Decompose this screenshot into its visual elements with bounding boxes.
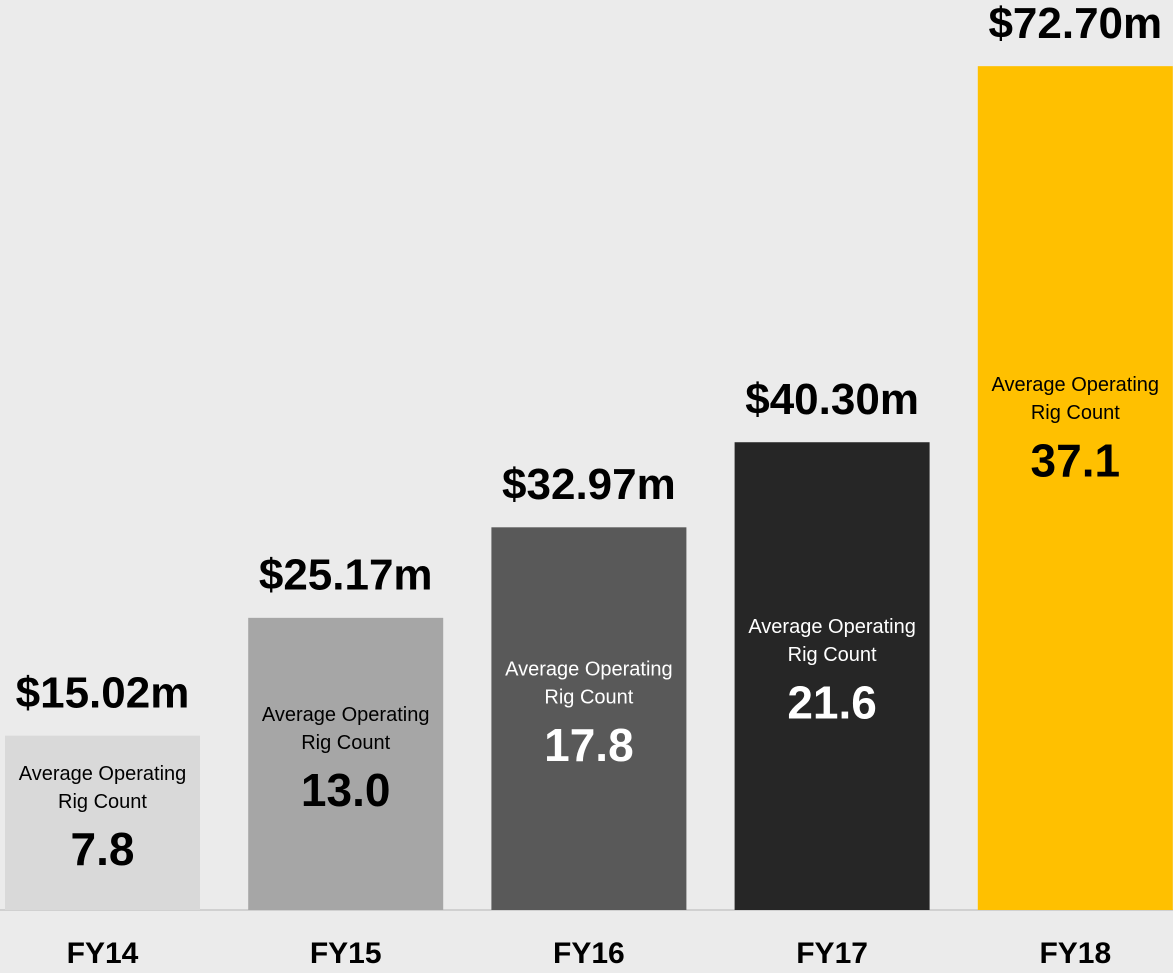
x-tick-label: FY18 xyxy=(1039,937,1111,970)
inner-label-line: Average Operating xyxy=(19,763,187,785)
inner-label-line: Rig Count xyxy=(788,644,877,666)
inner-label-line: Rig Count xyxy=(58,791,147,813)
rig-count: 37.1 xyxy=(1031,434,1121,486)
x-tick-label: FY15 xyxy=(310,937,382,970)
value-label: $40.30m xyxy=(745,375,919,424)
bar xyxy=(248,617,444,910)
x-tick-label: FY17 xyxy=(796,937,868,970)
bar xyxy=(491,527,687,910)
rig-count: 17.8 xyxy=(544,719,634,771)
value-label: $32.97m xyxy=(502,460,676,509)
rig-count: 7.8 xyxy=(71,823,135,875)
value-label: $15.02m xyxy=(16,668,190,717)
value-label: $25.17m xyxy=(259,550,433,599)
bar xyxy=(734,442,930,910)
inner-label: Average Operating Rig Count xyxy=(748,616,916,666)
x-tick-label: FY14 xyxy=(67,937,139,970)
rig-count: 13.0 xyxy=(301,764,391,816)
x-tick-label: FY16 xyxy=(553,937,625,970)
bar xyxy=(5,735,200,910)
value-label: $72.70m xyxy=(988,0,1162,48)
inner-label-line: Rig Count xyxy=(301,732,390,754)
bar xyxy=(977,66,1173,911)
inner-label-line: Rig Count xyxy=(544,687,633,709)
inner-label-line: Average Operating xyxy=(505,659,673,681)
inner-label: Average Operating Rig Count xyxy=(262,704,430,754)
rig-count: 21.6 xyxy=(787,676,877,728)
inner-label: Average Operating Rig Count xyxy=(992,374,1160,424)
inner-label: Average Operating Rig Count xyxy=(505,659,673,709)
inner-label: Average Operating Rig Count xyxy=(19,763,187,813)
inner-label-line: Average Operating xyxy=(262,704,430,726)
inner-label-line: Average Operating xyxy=(748,616,916,638)
inner-label-line: Average Operating xyxy=(992,374,1160,396)
inner-label-line: Rig Count xyxy=(1031,402,1120,424)
